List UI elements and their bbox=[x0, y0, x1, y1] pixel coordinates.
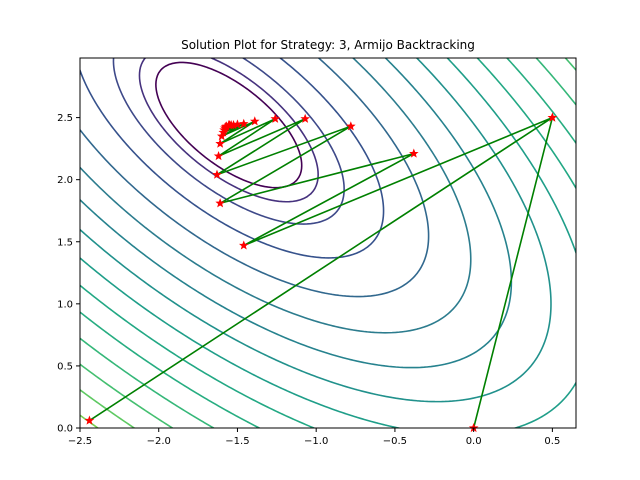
contour-level-0 bbox=[155, 61, 303, 189]
iterate-markers bbox=[84, 112, 558, 433]
iterate-marker bbox=[547, 112, 558, 122]
contour-level-7 bbox=[80, 58, 552, 403]
iterate-marker bbox=[346, 121, 356, 131]
contour-level-12 bbox=[80, 58, 576, 428]
x-axis: −2.5 −2.0 −1.5 −1.0 −0.5 0.0 0.5 bbox=[68, 428, 560, 447]
x-tick-label: −2.0 bbox=[147, 436, 171, 447]
iterate-marker bbox=[238, 118, 249, 128]
contour-layer bbox=[80, 58, 576, 428]
x-tick-label: −0.5 bbox=[383, 436, 407, 447]
contour-level-11 bbox=[80, 58, 576, 428]
x-tick-label: 0.0 bbox=[466, 436, 482, 447]
iterate-marker bbox=[409, 148, 419, 158]
contour-level-8 bbox=[80, 58, 576, 428]
y-tick-label: 0.0 bbox=[57, 424, 73, 435]
iterate-marker bbox=[249, 116, 260, 126]
iterate-marker bbox=[212, 169, 222, 179]
y-tick-label: 1.0 bbox=[57, 299, 73, 310]
x-tick-label: 0.5 bbox=[544, 436, 560, 447]
y-tick-label: 1.5 bbox=[57, 237, 73, 248]
y-axis: 0.0 0.5 1.0 1.5 2.0 2.5 bbox=[57, 113, 80, 435]
iterate-marker bbox=[215, 138, 225, 148]
contour-level-2 bbox=[112, 58, 345, 225]
contour-level-4 bbox=[80, 58, 430, 298]
x-tick-label: −2.5 bbox=[68, 436, 92, 447]
iterate-marker bbox=[270, 113, 281, 123]
iterate-marker bbox=[215, 198, 225, 208]
chart-title: Solution Plot for Strategy: 3, Armijo Ba… bbox=[181, 38, 475, 52]
contour-level-9 bbox=[80, 58, 576, 428]
axes-frame bbox=[79, 57, 577, 429]
iterate-marker bbox=[238, 240, 249, 250]
iterate-marker bbox=[300, 113, 310, 123]
x-tick-label: −1.0 bbox=[304, 436, 328, 447]
iterate-marker bbox=[84, 415, 95, 425]
x-tick-label: −1.5 bbox=[225, 436, 249, 447]
contour-level-3 bbox=[80, 58, 385, 259]
contour-level-5 bbox=[80, 58, 472, 334]
y-tick-label: 2.5 bbox=[57, 113, 73, 124]
y-tick-label: 2.0 bbox=[57, 175, 73, 186]
iterate-marker bbox=[213, 151, 224, 161]
contour-level-13 bbox=[80, 388, 136, 428]
y-tick-label: 0.5 bbox=[57, 361, 73, 372]
iterate-marker bbox=[224, 120, 234, 130]
